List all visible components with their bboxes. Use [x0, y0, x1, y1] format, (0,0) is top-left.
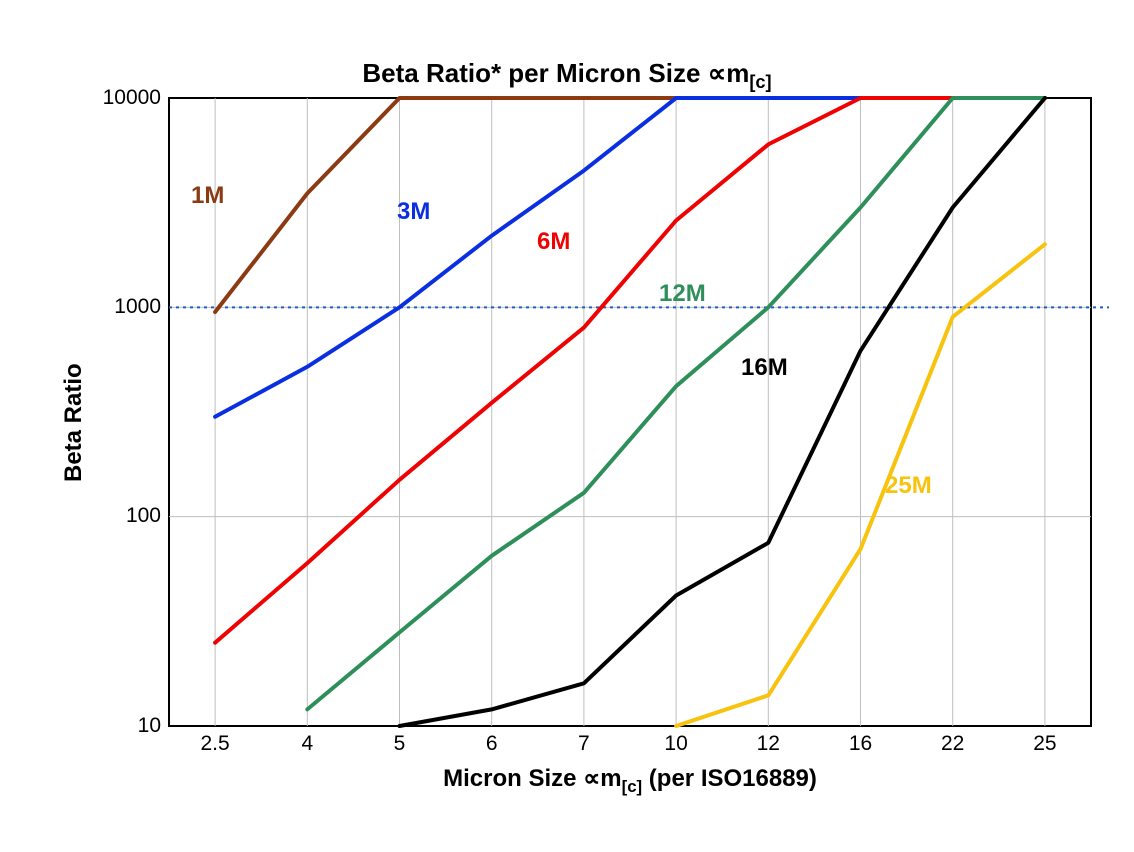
plot-svg — [169, 98, 1091, 726]
series-label-1M: 1M — [191, 182, 224, 210]
x-axis-label: Micron Size ∝m[c] (per ISO16889) — [169, 764, 1091, 797]
y-tick-label: 100 — [126, 504, 161, 528]
series-label-12M: 12M — [659, 280, 706, 308]
x-tick-label: 25 — [1020, 732, 1070, 756]
y-tick-label: 10000 — [103, 86, 161, 110]
x-tick-label: 7 — [559, 732, 609, 756]
x-tick-label: 4 — [282, 732, 332, 756]
x-tick-label: 10 — [651, 732, 701, 756]
series-label-6M: 6M — [537, 228, 570, 256]
chart-container: Beta Ratio* per Micron Size ∝m[c] Beta R… — [0, 0, 1134, 852]
series-line-6M — [215, 98, 1045, 643]
y-tick-label: 10 — [138, 714, 161, 738]
series-label-16M: 16M — [741, 354, 788, 382]
series-line-16M — [400, 98, 1045, 726]
plot-area — [169, 98, 1091, 726]
series-label-3M: 3M — [397, 198, 430, 226]
series-label-25M: 25M — [885, 472, 932, 500]
x-tick-label: 6 — [467, 732, 517, 756]
y-tick-label: 1000 — [114, 295, 161, 319]
x-tick-label: 16 — [836, 732, 886, 756]
x-tick-label: 22 — [928, 732, 978, 756]
chart-title: Beta Ratio* per Micron Size ∝m[c] — [0, 58, 1134, 93]
x-tick-label: 12 — [743, 732, 793, 756]
series-line-1M — [215, 98, 1045, 312]
y-axis-label: Beta Ratio — [60, 363, 88, 482]
x-tick-label: 5 — [375, 732, 425, 756]
x-tick-label: 2.5 — [190, 732, 240, 756]
